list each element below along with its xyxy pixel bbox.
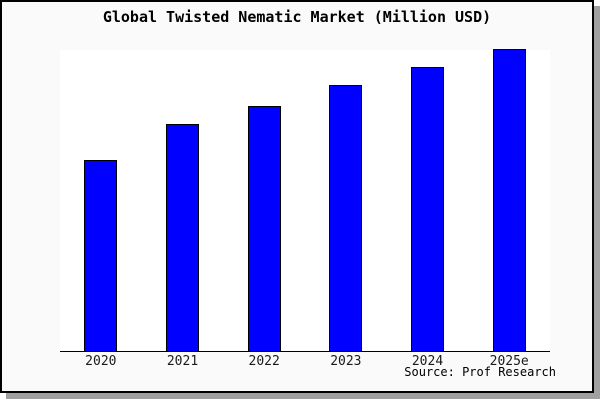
x-axis: 2020 2021 2022 2023 2024 2025e xyxy=(60,354,550,369)
x-tick-label: 2022 xyxy=(248,354,280,369)
bar-2022 xyxy=(247,106,281,351)
bar-slot xyxy=(305,50,387,351)
x-tick-label: 2020 xyxy=(85,354,117,369)
bar-2024 xyxy=(411,67,445,351)
bar-slot xyxy=(142,50,224,351)
chart-frame: Global Twisted Nematic Market (Million U… xyxy=(0,0,594,393)
bar-slot xyxy=(223,50,305,351)
bar-slot xyxy=(60,50,142,351)
plot-area xyxy=(60,49,550,352)
bar-2023 xyxy=(329,85,363,351)
x-tick-label: 2024 xyxy=(411,354,444,369)
bar-2025e xyxy=(492,49,526,351)
bar-slot xyxy=(468,49,550,351)
bar-2021 xyxy=(166,124,199,351)
x-tick-label: 2021 xyxy=(166,354,199,369)
source-text: Source: Prof Research xyxy=(404,365,556,379)
bar-2020 xyxy=(84,160,118,351)
x-tick-label: 2025e xyxy=(489,354,529,369)
bar-slot xyxy=(387,50,469,351)
x-tick-label: 2023 xyxy=(330,354,362,369)
chart-title: Global Twisted Nematic Market (Million U… xyxy=(102,8,492,26)
